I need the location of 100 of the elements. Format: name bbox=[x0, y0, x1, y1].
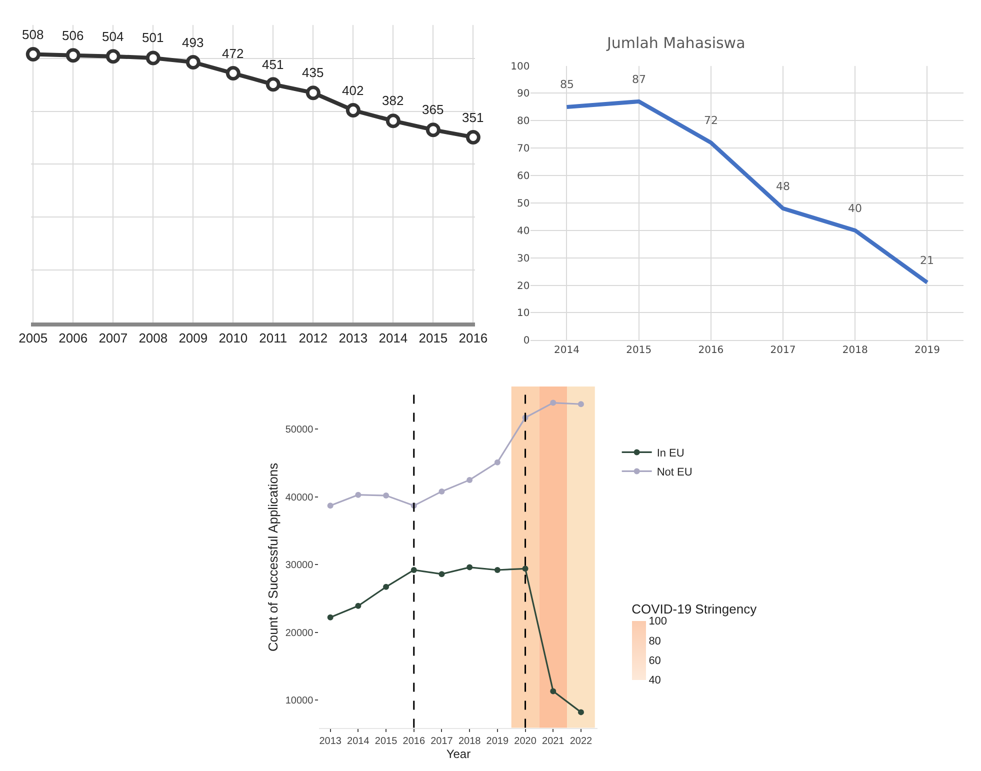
x-tick-label: 2020 bbox=[514, 736, 537, 747]
x-tick-label: 2011 bbox=[259, 330, 288, 346]
data-label: 85 bbox=[560, 78, 574, 91]
point bbox=[186, 54, 200, 70]
point bbox=[26, 47, 40, 62]
y-tick-label: 10 bbox=[516, 308, 530, 320]
point bbox=[438, 488, 445, 494]
y-tick-label: 40 bbox=[516, 226, 530, 237]
x-tick-label: 2014 bbox=[378, 330, 408, 346]
x-tick-label: 2014 bbox=[347, 736, 370, 747]
x-axis-title: Year bbox=[446, 746, 471, 761]
y-tick-label: 40000 bbox=[285, 492, 314, 504]
point bbox=[426, 122, 440, 138]
x-tick-label: 2018 bbox=[842, 345, 868, 356]
data-label: 48 bbox=[776, 180, 790, 193]
color-bar-label: 80 bbox=[648, 635, 661, 648]
point bbox=[355, 602, 362, 609]
x-tick-label: 2015 bbox=[418, 330, 448, 346]
point bbox=[522, 566, 528, 572]
data-label: 72 bbox=[704, 114, 718, 127]
x-tick-label: 2017 bbox=[430, 736, 454, 747]
point bbox=[383, 492, 390, 499]
x-tick-label: 2010 bbox=[218, 330, 248, 346]
x-tick-label: 2006 bbox=[58, 330, 88, 346]
x-tick-label: 2016 bbox=[402, 736, 426, 747]
color-bar-label: 100 bbox=[648, 616, 668, 628]
x-tick-label: 2021 bbox=[542, 736, 565, 747]
chart-title: Jumlah Mahasiswa bbox=[606, 34, 746, 52]
data-label: 501 bbox=[142, 30, 164, 45]
data-label: 87 bbox=[632, 73, 646, 86]
point bbox=[327, 502, 334, 509]
y-tick-label: 100 bbox=[510, 61, 530, 72]
point bbox=[66, 48, 80, 63]
y-tick-label: 30000 bbox=[285, 560, 314, 572]
y-tick-label: 30 bbox=[516, 253, 530, 264]
point bbox=[106, 49, 120, 64]
point bbox=[266, 77, 280, 92]
x-tick-label: 2007 bbox=[98, 330, 128, 346]
point bbox=[438, 571, 445, 578]
x-tick-label: 2013 bbox=[338, 330, 368, 346]
data-label: 365 bbox=[422, 102, 444, 117]
y-axis-title: Count of Successful Applications bbox=[265, 462, 280, 652]
x-tick-label: 2015 bbox=[374, 736, 398, 747]
point bbox=[578, 401, 584, 408]
point bbox=[386, 114, 400, 128]
x-tick-label: 2022 bbox=[570, 736, 593, 747]
x-tick-label: 2015 bbox=[626, 345, 652, 356]
y-tick-label: 0 bbox=[523, 336, 530, 347]
y-tick-label: 70 bbox=[516, 144, 530, 155]
data-label: 435 bbox=[302, 65, 324, 80]
point bbox=[226, 66, 240, 81]
data-label: 402 bbox=[342, 83, 364, 98]
x-tick-label: 2018 bbox=[458, 736, 482, 747]
data-label: 451 bbox=[262, 57, 284, 72]
y-tick-label: 80 bbox=[516, 116, 530, 128]
data-label: 504 bbox=[102, 29, 124, 44]
x-tick-label: 2016 bbox=[698, 345, 724, 356]
point bbox=[346, 103, 360, 118]
x-tick-label: 2009 bbox=[178, 330, 208, 346]
data-label: 493 bbox=[182, 35, 204, 50]
color-bar-label: 40 bbox=[648, 674, 661, 687]
color-bar-label: 60 bbox=[648, 654, 661, 667]
x-tick-label: 2012 bbox=[298, 330, 328, 346]
data-label: 472 bbox=[222, 46, 244, 61]
data-label: 506 bbox=[62, 28, 84, 43]
data-label: 382 bbox=[382, 93, 404, 108]
x-tick-label: 2005 bbox=[18, 330, 48, 346]
y-tick-label: 20 bbox=[516, 280, 530, 292]
color-bar-title: COVID-19 Stringency bbox=[632, 602, 758, 617]
point bbox=[466, 476, 473, 483]
data-label: 21 bbox=[920, 254, 934, 267]
point bbox=[466, 564, 473, 570]
point bbox=[550, 400, 556, 406]
point bbox=[355, 492, 362, 498]
point bbox=[306, 86, 320, 100]
y-tick-label: 20000 bbox=[285, 628, 314, 639]
x-tick-label: 2019 bbox=[914, 345, 940, 356]
y-tick-label: 10000 bbox=[285, 696, 314, 706]
data-label: 40 bbox=[848, 202, 862, 215]
x-tick-label: 2017 bbox=[770, 345, 796, 356]
point bbox=[410, 567, 417, 573]
y-tick-label: 60 bbox=[516, 171, 530, 182]
x-tick-label: 2016 bbox=[458, 330, 488, 346]
data-label: 351 bbox=[462, 110, 484, 125]
y-tick-label: 50000 bbox=[285, 424, 314, 436]
point bbox=[550, 688, 556, 694]
x-tick-label: 2008 bbox=[138, 330, 168, 346]
y-tick-label: 90 bbox=[516, 88, 530, 100]
legend-label: Not EU bbox=[656, 466, 692, 478]
y-tick-label: 50 bbox=[516, 198, 530, 210]
point bbox=[383, 584, 390, 590]
x-tick-label: 2014 bbox=[554, 345, 580, 356]
x-tick-label: 2019 bbox=[486, 736, 509, 747]
data-label: 508 bbox=[22, 27, 44, 42]
point bbox=[494, 567, 500, 573]
point bbox=[466, 130, 480, 144]
point bbox=[578, 709, 584, 716]
point bbox=[146, 50, 160, 66]
point bbox=[494, 459, 500, 466]
point bbox=[327, 614, 334, 620]
